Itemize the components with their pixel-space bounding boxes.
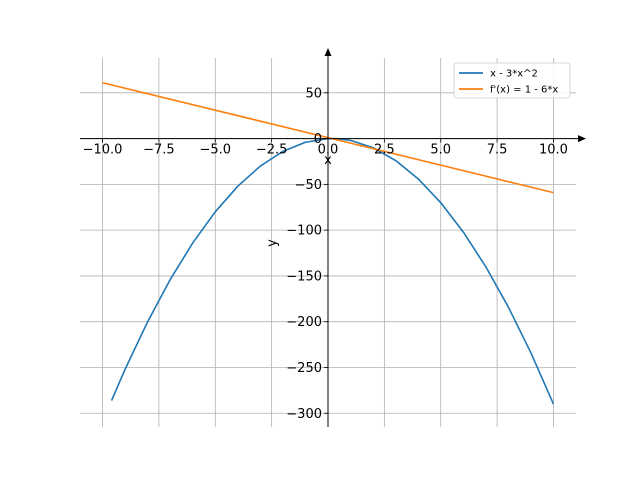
y-tick-label: −250 xyxy=(286,361,322,376)
legend: x - 3*x^2 f'(x) = 1 - 6*x xyxy=(453,62,571,99)
legend-label: x - 3*x^2 xyxy=(490,69,538,80)
tick-labels: −10.0 −7.5 −5.0 −2.5 0.0 2.5 5.0 7.5 10.0 50 0 −50 −… xyxy=(83,86,568,421)
x-tick-label: 2.5 xyxy=(374,143,395,158)
legend-label: f'(x) = 1 - 6*x xyxy=(490,85,558,96)
y-tick-label: 50 xyxy=(305,86,322,101)
y-tick-label: −50 xyxy=(295,178,322,193)
x-axis-arrow xyxy=(578,135,586,143)
x-tick-label: −5.0 xyxy=(199,143,231,158)
y-tick-label: −150 xyxy=(286,269,322,284)
y-tick-label: −300 xyxy=(286,407,322,422)
axes xyxy=(80,48,586,427)
x-tick-label: 10.0 xyxy=(539,143,568,158)
x-tick-label: −2.5 xyxy=(256,143,288,158)
x-tick-label: 0.0 xyxy=(318,143,339,158)
y-axis-label: y xyxy=(265,239,280,247)
x-tick-label: −7.5 xyxy=(143,143,175,158)
y-tick-label: −200 xyxy=(286,315,322,330)
x-tick-label: 7.5 xyxy=(487,143,508,158)
y-tick-label: −100 xyxy=(286,224,322,239)
y-tick-label: 0 xyxy=(314,132,322,147)
x-tick-label: 5.0 xyxy=(430,143,451,158)
x-axis-label: x xyxy=(324,153,332,168)
x-tick-label: −10.0 xyxy=(83,143,123,158)
y-axis-arrow xyxy=(324,48,332,56)
